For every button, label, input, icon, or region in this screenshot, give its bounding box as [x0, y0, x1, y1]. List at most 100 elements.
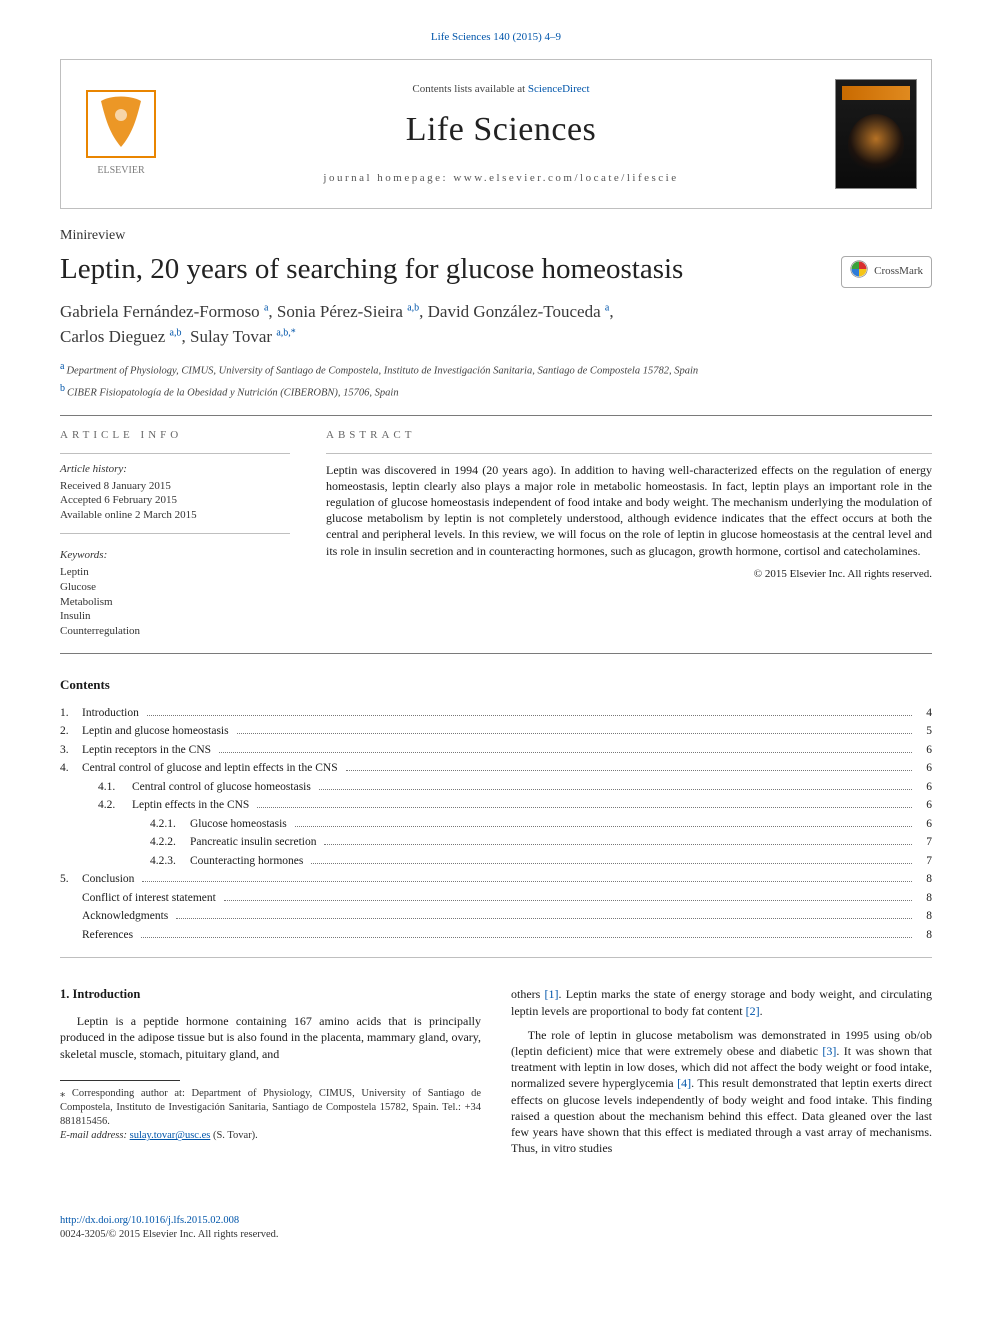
publisher-logo-cell: ELSEVIER — [61, 60, 181, 208]
body-text: others — [511, 987, 545, 1001]
doi-block: http://dx.doi.org/10.1016/j.lfs.2015.02.… — [60, 1214, 481, 1242]
author-email-link[interactable]: sulay.tovar@usc.es — [130, 1130, 211, 1141]
svg-text:ELSEVIER: ELSEVIER — [97, 165, 145, 176]
toc-number: 1. — [60, 706, 82, 722]
article-info-column: article info Article history: Received 8… — [60, 428, 290, 639]
toc-row[interactable]: 2.Leptin and glucose homeostasis5 — [60, 724, 932, 740]
toc-page: 6 — [916, 798, 932, 814]
toc-row[interactable]: 3.Leptin receptors in the CNS6 — [60, 743, 932, 759]
citation-link[interactable]: [3] — [822, 1044, 836, 1058]
toc-leader-dots — [176, 910, 912, 919]
toc-label: Pancreatic insulin secretion — [190, 835, 320, 851]
author-name: Sulay Tovar — [190, 327, 272, 346]
article-title: Leptin, 20 years of searching for glucos… — [60, 252, 827, 287]
toc-page: 6 — [916, 817, 932, 833]
toc-row[interactable]: 4.2.3.Counteracting hormones7 — [60, 854, 932, 870]
toc-label: Introduction — [82, 706, 143, 722]
body-text: . — [760, 1004, 763, 1018]
citation-link[interactable]: [2] — [746, 1004, 760, 1018]
citation-link[interactable]: [1] — [545, 987, 559, 1001]
crossmark-badge[interactable]: CrossMark — [841, 256, 932, 288]
toc-number: 4.2.3. — [150, 854, 190, 870]
toc-page: 8 — [916, 891, 932, 907]
toc-number: 3. — [60, 743, 82, 759]
toc-row[interactable]: Acknowledgments 8 — [60, 909, 932, 925]
toc-page: 4 — [916, 706, 932, 722]
issn-copyright: 0024-3205/© 2015 Elsevier Inc. All right… — [60, 1229, 279, 1240]
affiliation-label: b — [60, 383, 65, 394]
toc-leader-dots — [224, 892, 912, 901]
toc-number: 4.2. — [98, 798, 132, 814]
toc-row[interactable]: 4.2.2.Pancreatic insulin secretion7 — [60, 835, 932, 851]
toc-page: 7 — [916, 854, 932, 870]
author: Gabriela Fernández-Formoso a — [60, 302, 268, 321]
author-aff-sup: a — [264, 302, 268, 313]
toc-number: 4. — [60, 761, 82, 777]
toc-label: Conflict of interest statement — [82, 891, 220, 907]
affiliation: aDepartment of Physiology, CIMUS, Univer… — [60, 360, 932, 379]
journal-citation: Life Sciences 140 (2015) 4–9 — [60, 30, 932, 45]
toc-row[interactable]: Conflict of interest statement 8 — [60, 891, 932, 907]
toc-leader-dots — [147, 707, 912, 716]
footnote-text: Corresponding author at: Department of P… — [60, 1088, 481, 1127]
toc-row[interactable]: 4.2.Leptin effects in the CNS 6 — [60, 798, 932, 814]
affiliation-text: Department of Physiology, CIMUS, Univers… — [66, 365, 698, 376]
toc-leader-dots — [295, 818, 912, 827]
toc-label: References — [82, 928, 137, 944]
citation-link[interactable]: [4] — [677, 1076, 691, 1090]
elsevier-logo-icon: ELSEVIER — [81, 87, 161, 182]
toc-leader-dots — [141, 929, 912, 938]
contents-available-line: Contents lists available at ScienceDirec… — [412, 82, 589, 97]
author-aff-sup: a,b — [170, 327, 182, 338]
toc-number: 2. — [60, 724, 82, 740]
article-history-head: Article history: — [60, 462, 290, 477]
contents-prefix: Contents lists available at — [412, 83, 527, 95]
divider — [326, 453, 932, 454]
journal-cover-thumbnail — [835, 79, 917, 189]
affiliation-text: CIBER Fisiopatología de la Obesidad y Nu… — [67, 388, 399, 399]
toc-page: 8 — [916, 928, 932, 944]
divider — [60, 533, 290, 534]
divider — [60, 415, 932, 416]
keyword: Counterregulation — [60, 624, 290, 639]
toc-row[interactable]: 4.Central control of glucose and leptin … — [60, 761, 932, 777]
article-type: Minireview — [60, 227, 932, 246]
keyword: Leptin — [60, 565, 290, 580]
toc-label: Central control of glucose homeostasis — [132, 780, 315, 796]
toc-page: 5 — [916, 724, 932, 740]
author: Carlos Dieguez a,b — [60, 327, 181, 346]
toc-label: Leptin effects in the CNS — [132, 798, 253, 814]
affiliation: bCIBER Fisiopatología de la Obesidad y N… — [60, 382, 932, 401]
toc-number: 4.2.2. — [150, 835, 190, 851]
toc-row[interactable]: 5.Conclusion8 — [60, 872, 932, 888]
article-info-heading: article info — [60, 428, 290, 443]
toc-label: Central control of glucose and leptin ef… — [82, 761, 342, 777]
toc-row[interactable]: 4.2.1.Glucose homeostasis6 — [60, 817, 932, 833]
toc-number: 4.2.1. — [150, 817, 190, 833]
toc-leader-dots — [346, 762, 912, 771]
corresponding-author-footnote: ⁎ Corresponding author at: Department of… — [60, 1087, 481, 1130]
author-aff-sup: a,b,* — [276, 327, 295, 338]
author: Sonia Pérez-Sieira a,b — [277, 302, 419, 321]
journal-citation-link[interactable]: Life Sciences 140 (2015) 4–9 — [431, 31, 561, 43]
doi-link[interactable]: http://dx.doi.org/10.1016/j.lfs.2015.02.… — [60, 1215, 239, 1226]
toc-leader-dots — [311, 855, 912, 864]
keyword: Insulin — [60, 609, 290, 624]
accepted-date: Accepted 6 February 2015 — [60, 493, 290, 508]
received-date: Received 8 January 2015 — [60, 479, 290, 494]
sciencedirect-link[interactable]: ScienceDirect — [528, 83, 590, 95]
toc-row[interactable]: 4.1.Central control of glucose homeostas… — [60, 780, 932, 796]
journal-header-card: ELSEVIER Contents lists available at Sci… — [60, 59, 932, 209]
toc-number: 4.1. — [98, 780, 132, 796]
toc-label: Acknowledgments — [82, 909, 172, 925]
online-date: Available online 2 March 2015 — [60, 508, 290, 523]
author-name: David González-Touceda — [428, 302, 601, 321]
homepage-prefix: journal homepage: — [323, 172, 453, 184]
toc-row[interactable]: References 8 — [60, 928, 932, 944]
toc-row[interactable]: 1.Introduction 4 — [60, 706, 932, 722]
keywords-head: Keywords: — [60, 548, 290, 563]
footnote-star: ⁎ — [60, 1088, 65, 1099]
abstract-text: Leptin was discovered in 1994 (20 years … — [326, 462, 932, 559]
footnote-rule — [60, 1080, 180, 1081]
toc-page: 8 — [916, 909, 932, 925]
